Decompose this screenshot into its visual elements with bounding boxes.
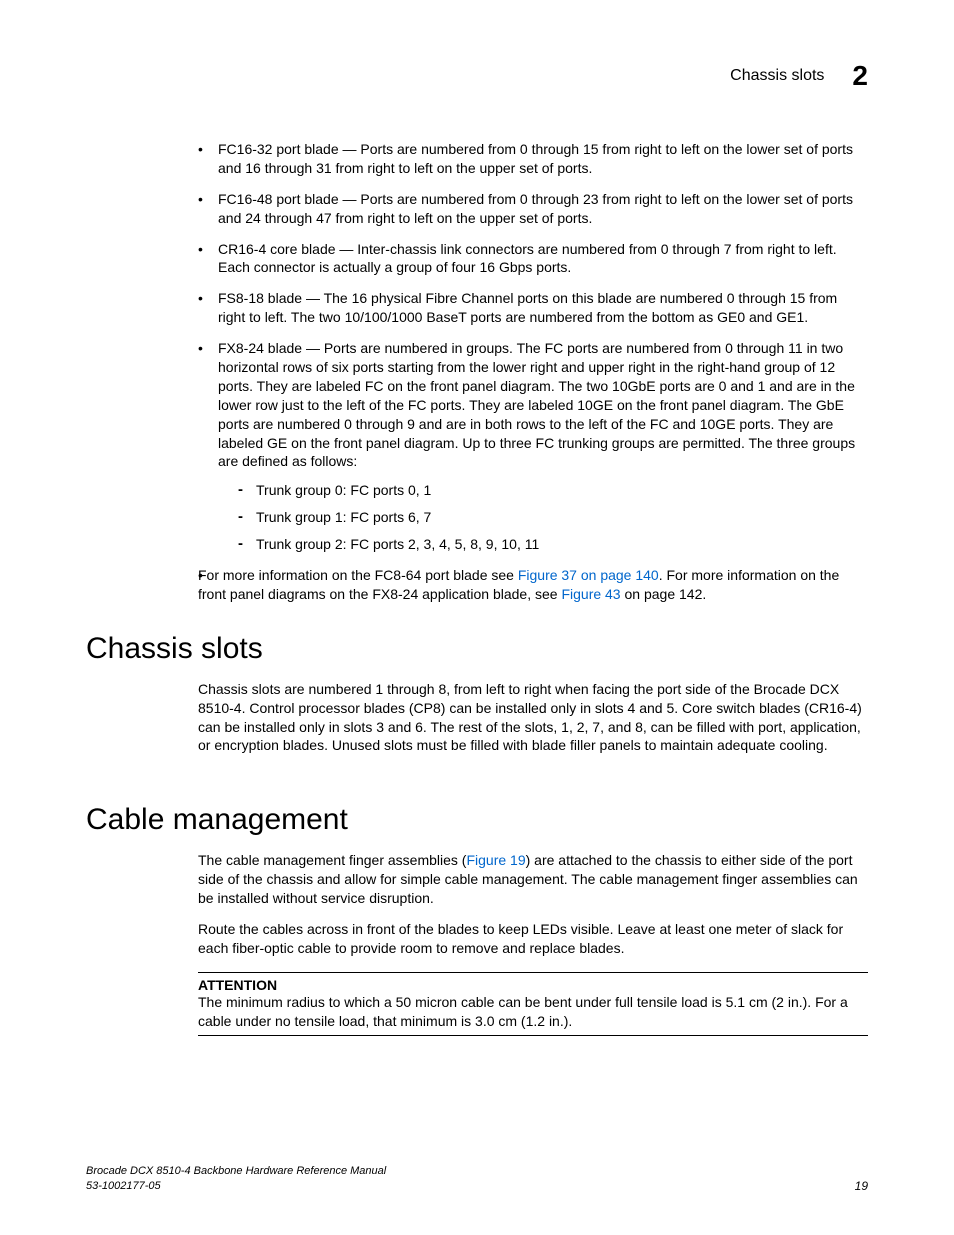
list-item: Trunk group 1: FC ports 6, 7 [238,508,868,527]
paragraph: The cable management finger assemblies (… [198,851,868,908]
running-title: Chassis slots [730,67,824,85]
list-item: FC16-48 port blade — Ports are numbered … [198,190,868,228]
text-run: on page 142. [621,586,707,602]
text-run: The cable management finger assemblies ( [198,852,466,868]
list-item: FS8-18 blade — The 16 physical Fibre Cha… [198,289,868,327]
page-header: Chassis slots 2 [86,60,868,92]
attention-text: The minimum radius to which a 50 micron … [198,993,868,1031]
list-item: CR16-4 core blade — Inter-chassis link c… [198,240,868,278]
page-number: 19 [855,1179,868,1193]
list-item: FX8-24 blade — Ports are numbered in gro… [198,339,868,554]
list-item: FC16-32 port blade — Ports are numbered … [198,140,868,178]
footer-left: Brocade DCX 8510-4 Backbone Hardware Ref… [86,1164,386,1193]
page-footer: Brocade DCX 8510-4 Backbone Hardware Ref… [86,1164,868,1193]
paragraph: Chassis slots are numbered 1 through 8, … [198,680,868,756]
chapter-number: 2 [852,60,868,92]
attention-label: ATTENTION [198,977,868,993]
attention-block: ATTENTION The minimum radius to which a … [198,972,868,1036]
chassis-slots-body: Chassis slots are numbered 1 through 8, … [198,680,868,756]
cable-management-body: The cable management finger assemblies (… [198,851,868,1035]
list-item-text: FX8-24 blade — Ports are numbered in gro… [218,340,855,469]
doc-title: Brocade DCX 8510-4 Backbone Hardware Ref… [86,1164,386,1178]
reference-paragraph: For more information on the FC8-64 port … [198,566,868,604]
list-item: Trunk group 0: FC ports 0, 1 [238,481,868,500]
paragraph: Route the cables across in front of the … [198,920,868,958]
text-run: For more information on the FC8-64 port … [198,567,518,583]
figure-link[interactable]: Figure 19 [466,852,525,868]
trunk-group-list: Trunk group 0: FC ports 0, 1 Trunk group… [238,481,868,554]
figure-link[interactable]: Figure 37 on page 140 [518,567,659,583]
port-blade-list: FC16-32 port blade — Ports are numbered … [198,140,868,554]
section-heading-cable-management: Cable management [86,803,868,837]
divider [198,1035,868,1036]
divider [198,972,868,973]
body-content: FC16-32 port blade — Ports are numbered … [198,140,868,604]
figure-link[interactable]: Figure 43 [561,586,620,602]
section-heading-chassis-slots: Chassis slots [86,632,868,666]
doc-number: 53-1002177-05 [86,1179,386,1193]
list-item: Trunk group 2: FC ports 2, 3, 4, 5, 8, 9… [238,535,868,554]
